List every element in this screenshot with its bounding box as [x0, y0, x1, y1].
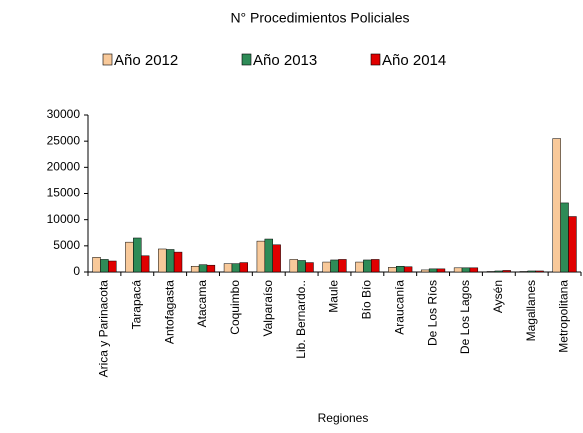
x-tick-label: Valparaíso	[261, 280, 275, 337]
y-tick-label: 0	[73, 264, 80, 278]
bar	[421, 269, 430, 273]
legend-label: Año 2013	[253, 52, 317, 69]
bar	[494, 270, 504, 273]
bar	[165, 249, 175, 273]
x-tick-label: Araucanía	[392, 280, 406, 335]
x-tick-label: Aysén	[491, 280, 505, 313]
legend-label: Año 2012	[114, 52, 178, 69]
x-tick-label: Bío Bío	[360, 280, 374, 320]
bar	[231, 263, 241, 273]
chart-title: N° Procedimientos Policiales	[230, 10, 409, 26]
bar	[338, 259, 347, 273]
bar	[355, 261, 364, 273]
bar	[568, 216, 577, 273]
x-tick-label: Maule	[327, 280, 341, 313]
bar	[158, 248, 167, 273]
bar	[256, 240, 266, 273]
bar	[125, 241, 134, 273]
bar	[403, 266, 413, 273]
legend-swatch	[102, 53, 113, 66]
bar	[305, 262, 314, 273]
bar	[297, 260, 306, 273]
x-tick-label: Arica y Parinacota	[97, 280, 111, 378]
y-tick-label: 5000	[53, 238, 80, 252]
bar	[173, 251, 183, 273]
legend-label: Año 2014	[382, 52, 446, 69]
bar	[436, 268, 446, 273]
bar	[552, 138, 561, 273]
x-tick-label: De Los Lagos	[458, 280, 472, 354]
bar	[239, 262, 248, 273]
bar	[272, 244, 281, 273]
x-tick-label: Atacama	[195, 280, 209, 328]
x-tick-label: Tarapacá	[129, 280, 143, 330]
bar	[486, 271, 496, 273]
bar	[223, 263, 233, 273]
bar	[502, 270, 511, 273]
bar	[198, 264, 208, 273]
bar	[92, 257, 101, 273]
bar	[330, 259, 339, 273]
bar	[140, 255, 150, 273]
bar	[322, 261, 331, 273]
bar	[371, 259, 380, 273]
legend-swatch	[241, 53, 252, 66]
bar	[190, 265, 200, 273]
bar	[133, 237, 142, 273]
y-tick-label: 15000	[47, 186, 81, 200]
x-tick-label: Antofagasta	[162, 280, 176, 344]
x-tick-label: Lib. Bernardo..	[294, 280, 308, 359]
x-tick-label: De Los Ríos	[425, 280, 439, 346]
bar	[108, 260, 117, 273]
x-tick-label: Coquimbo	[228, 280, 242, 335]
x-axis-label: Regiones	[318, 411, 369, 425]
bar	[535, 270, 544, 273]
bar	[519, 271, 529, 273]
bar	[363, 259, 372, 273]
bar	[453, 267, 463, 273]
bar	[396, 265, 405, 273]
y-tick-label: 20000	[47, 160, 81, 174]
bar	[388, 267, 397, 273]
bar	[100, 259, 109, 273]
bar	[560, 202, 569, 273]
bar	[264, 238, 273, 273]
y-tick-label: 10000	[47, 212, 81, 226]
x-tick-label: Metropolitana	[557, 280, 571, 353]
legend-swatch	[370, 53, 381, 66]
bar	[461, 267, 471, 273]
bar	[428, 268, 438, 273]
bar	[289, 259, 298, 273]
y-tick-label: 25000	[47, 133, 81, 147]
x-tick-label: Magallanes	[524, 280, 538, 341]
bar	[527, 270, 536, 273]
bar	[469, 267, 479, 273]
y-tick-label: 30000	[47, 107, 81, 121]
bar	[206, 264, 216, 273]
